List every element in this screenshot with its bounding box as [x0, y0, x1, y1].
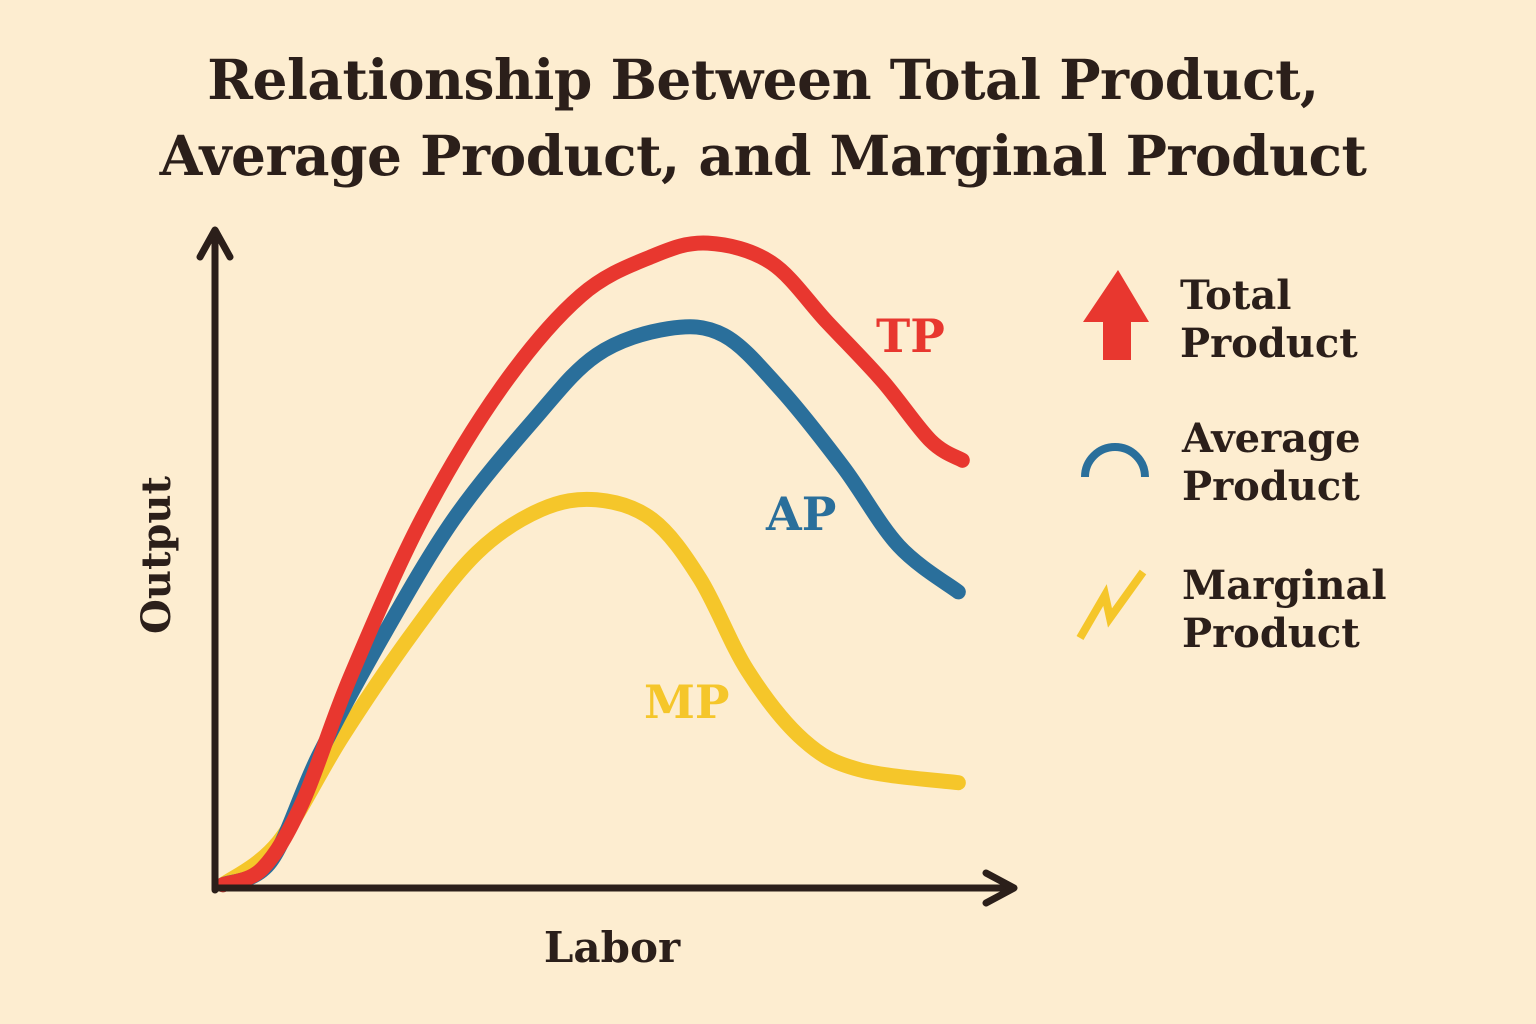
- legend-text: Total: [1180, 272, 1292, 319]
- y-axis-arrowhead: [196, 226, 234, 261]
- tp-curve: [215, 235, 970, 893]
- legend-text: Product: [1182, 610, 1360, 657]
- chart-title-line-2: Average Product, and Marginal Product: [159, 123, 1367, 188]
- series-label-ap: AP: [765, 487, 836, 541]
- ap-curve: [215, 319, 966, 893]
- series-label-mp: MP: [644, 675, 730, 729]
- legend-text: Average: [1182, 415, 1361, 462]
- arch-icon: [1081, 443, 1149, 478]
- legend-text: Product: [1180, 320, 1358, 367]
- legend-label-marginal-product: Marginal Product: [1182, 562, 1387, 658]
- legend-text: Marginal: [1182, 562, 1387, 609]
- legend-item-marginal-product: [1076, 569, 1147, 641]
- legend-text: Product: [1182, 463, 1360, 510]
- mp-curve: [215, 491, 966, 893]
- y-axis-label: Output: [133, 476, 180, 634]
- legend-label-total-product: Total Product: [1180, 272, 1358, 368]
- arrow-up-icon: [1083, 270, 1149, 360]
- legend-label-average-product: Average Product: [1182, 415, 1361, 511]
- chart-title: Relationship Between Total Product, Aver…: [0, 42, 1536, 194]
- x-axis-label: Labor: [544, 923, 681, 972]
- x-axis-arrowhead: [982, 869, 1018, 907]
- legend-item-average-product: [1081, 443, 1149, 478]
- chart-title-line-1: Relationship Between Total Product,: [207, 47, 1319, 112]
- series-label-tp: TP: [876, 309, 945, 363]
- legend-item-total-product: [1083, 270, 1149, 360]
- zigzag-icon: [1076, 569, 1147, 641]
